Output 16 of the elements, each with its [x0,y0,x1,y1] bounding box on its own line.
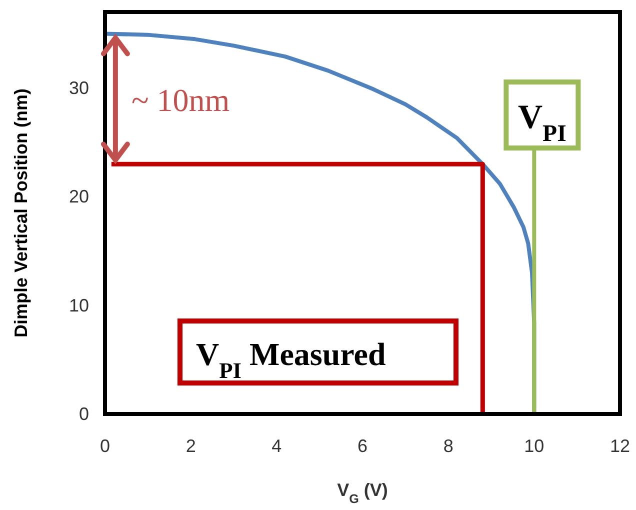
x-tick-label: 6 [357,436,368,456]
y-tick-label: 0 [78,404,89,424]
x-tick-label: 8 [443,436,454,456]
x-tick-label: 10 [524,436,544,456]
x-tick-label: 0 [100,436,110,456]
y-tick-label: 30 [68,78,89,98]
annotation: V$_{PI}$ Measured [196,336,386,382]
x-tick-label: 4 [272,436,282,456]
x-tick-label: 12 [610,436,630,456]
y-tick-label: 10 [68,295,89,316]
x-tick-label: 2 [186,436,196,456]
ref-line-label: V$_{PI}$ [518,99,566,147]
y-axis-title: Dimple Vertical Position (nm) [11,88,31,338]
x-axis-title: V$_{G}$ (V) [337,480,388,506]
annotation: ~ 10nm [131,82,230,118]
y-tick-label: 20 [68,186,89,207]
